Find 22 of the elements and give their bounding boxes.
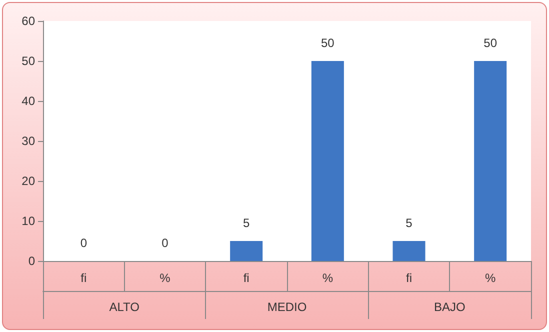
text: MEDIO <box>267 300 307 314</box>
data-label: 0 <box>80 236 88 250</box>
x-tick-label: fi <box>406 271 412 285</box>
x-tick-label: fi <box>80 271 87 285</box>
data-label: 50 <box>484 36 498 50</box>
x-tick-label: fi <box>243 271 250 285</box>
y-tick-label: 50 <box>22 54 36 68</box>
y-tick-label: 20 <box>22 174 36 188</box>
data-label: 50 <box>320 36 335 50</box>
text: ALTO <box>109 300 140 314</box>
data-label: 5 <box>406 216 413 230</box>
x-tick-label: % <box>160 271 171 285</box>
y-tick-label: 30 <box>22 134 36 148</box>
x-tick-label: % <box>322 271 334 285</box>
data-label: 5 <box>242 216 250 230</box>
y-tick-label: 0 <box>28 254 36 268</box>
text: BAJO <box>434 300 466 314</box>
y-tick-label: 40 <box>22 94 36 108</box>
y-tick-label: 10 <box>22 214 36 228</box>
data-label: 0 <box>162 236 169 250</box>
x-tick-label: % <box>484 271 496 285</box>
y-tick-label: 60 <box>22 14 36 28</box>
